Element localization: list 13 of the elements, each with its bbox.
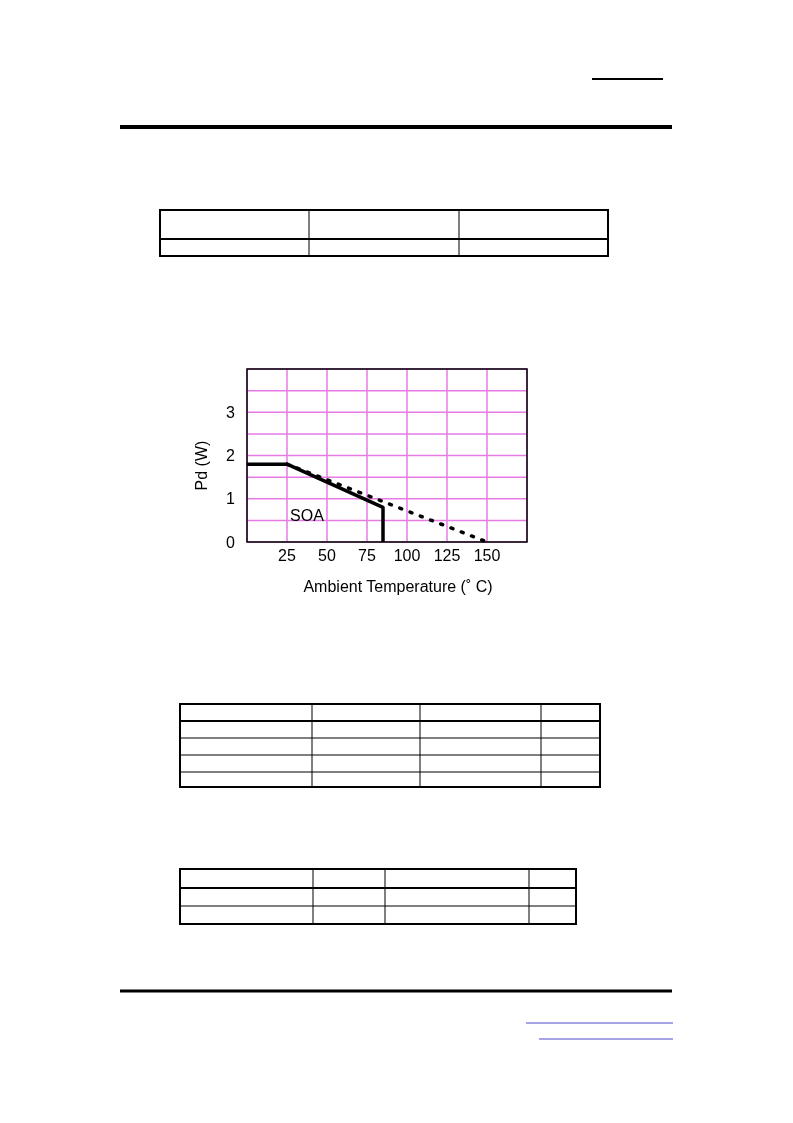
- x-tick-label: 125: [433, 547, 461, 564]
- x-tick-label: 50: [318, 547, 336, 564]
- y-tick-label: 1: [226, 490, 236, 508]
- x-axis-title: Ambient Temperature (˚ C): [303, 578, 493, 595]
- y-axis-title: Pd (W): [193, 440, 210, 491]
- x-tick-label: 150: [473, 547, 501, 564]
- annotation: SOA: [290, 506, 325, 524]
- x-tick-label: 75: [358, 547, 376, 564]
- x-tick-label: 25: [278, 547, 296, 564]
- x-tick-label: 100: [393, 547, 421, 564]
- y-tick-label: 3: [226, 403, 236, 421]
- y-tick-label: 0: [226, 533, 236, 551]
- y-tick-label: 2: [226, 447, 236, 465]
